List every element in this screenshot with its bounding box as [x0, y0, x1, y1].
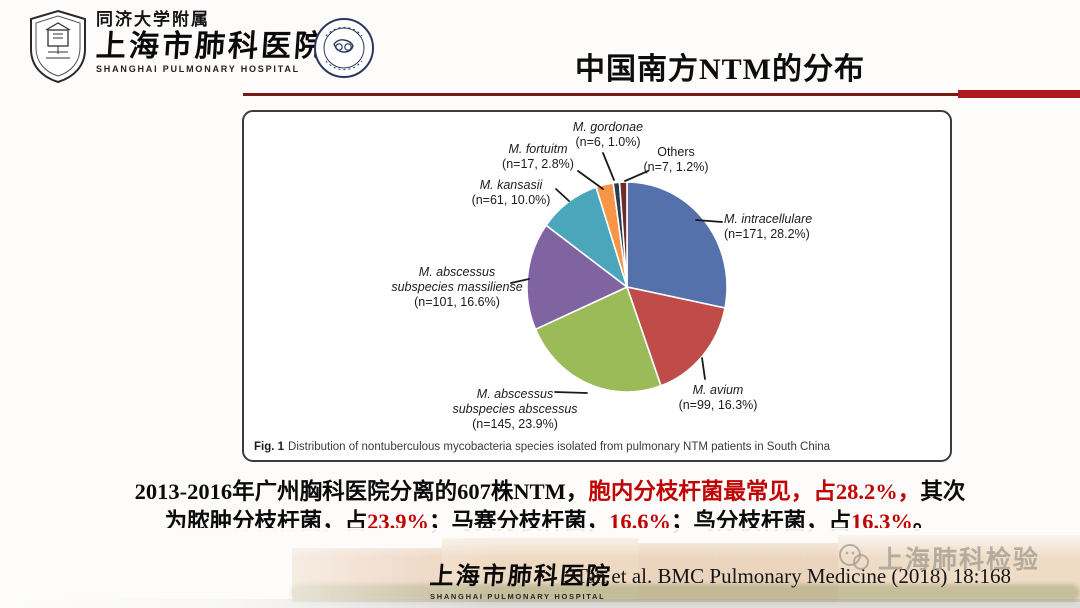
summary-seg: 。: [912, 509, 936, 534]
pie-label-1: M. avium (n=99, 16.3%): [678, 383, 758, 412]
pie-leader-3: [510, 278, 530, 284]
pie-label-0: M. intracellulare (n=171, 28.2%): [724, 212, 813, 241]
hospital-name-cn: 上海市肺科医院: [94, 30, 329, 63]
photo-fade: [0, 528, 1080, 558]
pie-chart: [510, 152, 728, 394]
pie-label-2: M. abscessus subspecies abscessus (n=145, …: [452, 387, 578, 431]
watermark: 上海肺科检验: [836, 540, 1040, 576]
pie-leader-6: [602, 152, 615, 181]
pie-slice-3: [526, 224, 629, 331]
pie-slice-7: [618, 181, 628, 288]
pie-leader-2: [554, 391, 588, 394]
footer-hospital-logo: 上海市肺科医院 SHANGHAI PULMONARY HOSPITAL: [429, 556, 613, 601]
summary-seg: 其次: [920, 479, 966, 504]
pie-label-6: M. gordonae (n=6, 1.0%): [572, 120, 644, 149]
hospital-photo: [0, 528, 1080, 608]
pie-slice-0: [626, 181, 728, 309]
title-underline-accent: [958, 90, 1080, 98]
pie-leader-5: [577, 170, 604, 190]
page-title: 中国南方NTM的分布: [575, 53, 865, 86]
pie-slice-1: [625, 285, 726, 387]
university-seal-icon: [312, 16, 376, 80]
wechat-icon: [839, 544, 869, 570]
hospital-name-en: SHANGHAI PULMONARY HOSPITAL: [96, 64, 300, 74]
header-hospital-block: 同济大学附属 上海市肺科医院 SHANGHAI PULMONARY HOSPIT…: [94, 5, 329, 74]
pie-leader-0: [695, 219, 723, 223]
summary-line-1: 2013-2016年广州胸科医院分离的607株NTM，胞内分枝杆菌最常见，占28…: [60, 477, 1040, 507]
pie-label-4: M. kansasii (n=61, 10.0%): [471, 178, 551, 207]
figure-caption-text: Distribution of nontuberculous mycobacte…: [288, 441, 831, 453]
summary-seg: 2013-2016年广州胸科医院分离的607株NTM，: [134, 479, 589, 504]
pie-label-3: M. abscessus subspecies massiliense (n=101…: [391, 265, 523, 309]
pie-leader-7: [624, 170, 649, 182]
footer-citation: Tan et al. BMC Pulmonary Medicine (2018)…: [575, 564, 1011, 588]
pie-leader-1: [701, 357, 706, 380]
pie-label-7: Others (n=7, 1.2%): [643, 145, 709, 174]
pie-slice-2: [534, 285, 662, 393]
hospital-shield-logo-icon: [26, 8, 90, 84]
figure-caption-label: Fig. 1: [254, 441, 285, 453]
summary-highlight: 胞内分枝杆菌最常见，占28.2%，: [588, 479, 921, 504]
affiliation-text: 同济大学附属: [96, 10, 210, 29]
figure-panel: M. intracellulare (n=171, 28.2%) M. avium(…: [242, 110, 952, 462]
pie-chart-area: M. intracellulare (n=171, 28.2%) M. avium(…: [244, 112, 950, 460]
photo-road: [0, 599, 1080, 608]
watermark-text: 上海肺科检验: [878, 547, 1041, 574]
pie-leader-4: [555, 188, 570, 202]
pie-label-5: M. fortuitm (n=17, 2.8%): [502, 142, 574, 171]
figure-caption: Fig. 1 Distribution of nontuberculous myc…: [254, 441, 830, 453]
footer-hospital-name-en: SHANGHAI PULMONARY HOSPITAL: [430, 592, 606, 601]
title-underline: [243, 93, 1080, 96]
